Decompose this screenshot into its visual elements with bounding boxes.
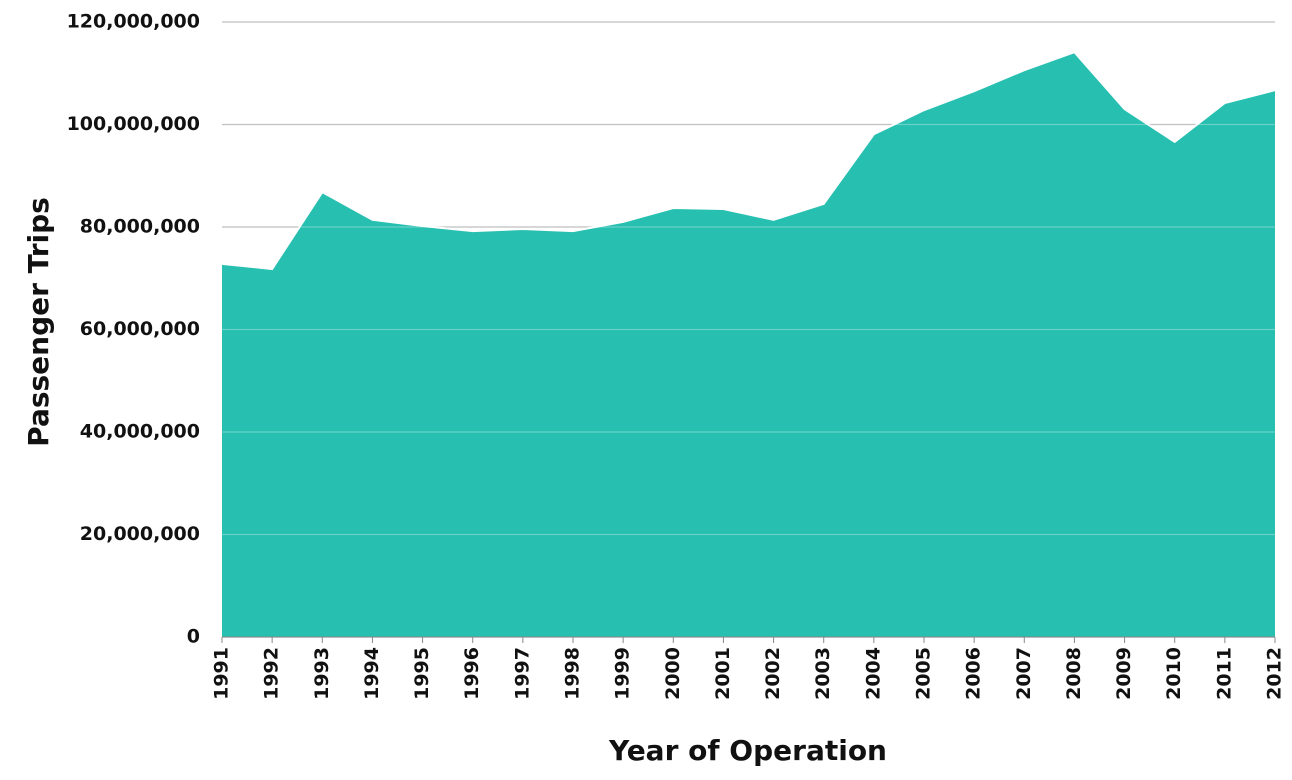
- x-tick-label: 1996: [461, 647, 483, 700]
- x-axis-title: Year of Operation: [608, 734, 887, 767]
- area-outline: [221, 51, 1276, 271]
- y-tick-label: 20,000,000: [80, 523, 200, 545]
- x-tick-label: 2009: [1113, 647, 1135, 700]
- x-tick-label: 2010: [1163, 647, 1185, 700]
- y-tick-label: 0: [187, 626, 200, 648]
- y-tick-label: 60,000,000: [80, 318, 200, 340]
- x-tick-label: 2004: [862, 647, 884, 700]
- y-tick-label: 120,000,000: [67, 11, 200, 33]
- x-tick-label: 1998: [562, 647, 584, 700]
- x-tick-label: 2005: [913, 647, 935, 700]
- x-tick-label: 2002: [762, 647, 784, 700]
- x-tick-label: 1993: [311, 647, 333, 700]
- x-tick-label: 2003: [812, 647, 834, 700]
- x-tick-label: 1991: [211, 647, 233, 700]
- x-tick-label: 2007: [1013, 647, 1035, 700]
- x-tick-label: 1997: [511, 647, 533, 700]
- x-tick-label: 2006: [963, 647, 985, 700]
- y-tick-label: 100,000,000: [67, 113, 200, 135]
- x-tick-label: 2008: [1063, 647, 1085, 700]
- y-tick-label: 40,000,000: [80, 421, 200, 443]
- x-tick-label: 2001: [712, 647, 734, 700]
- x-tick-label: 1995: [411, 647, 433, 700]
- y-tick-label: 80,000,000: [80, 216, 200, 238]
- x-tick-label: 1992: [261, 647, 283, 700]
- area: [222, 52, 1275, 638]
- x-tick-label: 2011: [1213, 647, 1235, 700]
- x-tick-label: 1999: [612, 647, 634, 700]
- x-tick-label: 2000: [662, 647, 684, 700]
- x-tick-label: 2012: [1264, 647, 1286, 700]
- y-axis-title: Passenger Trips: [22, 197, 55, 447]
- x-tick-label: 1994: [361, 647, 383, 700]
